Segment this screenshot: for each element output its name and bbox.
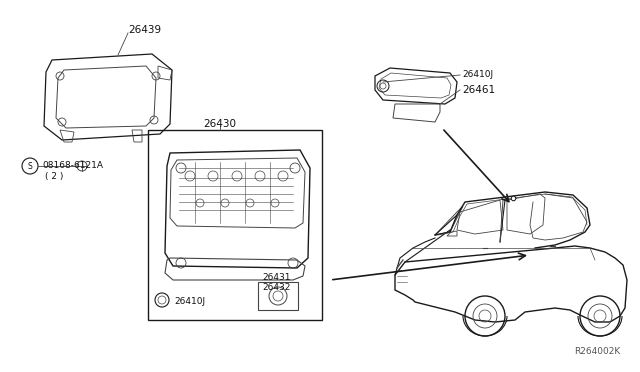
Text: ( 2 ): ( 2 ) [45, 171, 63, 180]
Text: 26432: 26432 [262, 283, 291, 292]
Text: 26461: 26461 [462, 85, 495, 95]
Text: S: S [28, 161, 33, 170]
Text: 26431: 26431 [262, 273, 291, 282]
Text: 26410J: 26410J [174, 296, 205, 305]
Bar [258, 282, 298, 310]
Text: 26430: 26430 [204, 119, 237, 129]
Text: 26439: 26439 [128, 25, 161, 35]
Text: R264002K: R264002K [573, 347, 620, 356]
Bar [148, 130, 322, 320]
Text: 08168-6121A: 08168-6121A [42, 160, 103, 170]
Text: 26410J: 26410J [462, 70, 493, 78]
